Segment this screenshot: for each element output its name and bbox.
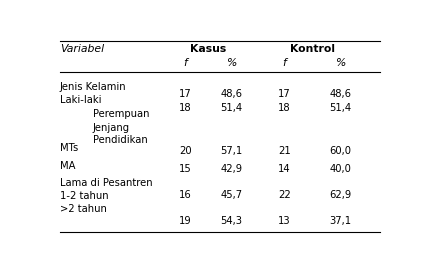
Text: 19: 19 bbox=[179, 215, 192, 226]
Text: %: % bbox=[226, 58, 237, 68]
Text: >2 tahun: >2 tahun bbox=[60, 204, 107, 214]
Text: 18: 18 bbox=[278, 103, 291, 113]
Text: 62,9: 62,9 bbox=[329, 190, 351, 200]
Text: Variabel: Variabel bbox=[60, 44, 104, 54]
Text: 45,7: 45,7 bbox=[221, 190, 242, 200]
Text: 51,4: 51,4 bbox=[329, 103, 351, 113]
Text: Lama di Pesantren
1-2 tahun: Lama di Pesantren 1-2 tahun bbox=[60, 178, 153, 201]
Text: 20: 20 bbox=[179, 146, 192, 156]
Text: Kasus: Kasus bbox=[190, 44, 227, 54]
Text: 37,1: 37,1 bbox=[329, 215, 351, 226]
Text: 18: 18 bbox=[179, 103, 192, 113]
Text: 51,4: 51,4 bbox=[221, 103, 242, 113]
Text: %: % bbox=[335, 58, 345, 68]
Text: 54,3: 54,3 bbox=[221, 215, 242, 226]
Text: 17: 17 bbox=[278, 89, 291, 99]
Text: 40,0: 40,0 bbox=[330, 164, 351, 174]
Text: 17: 17 bbox=[179, 89, 192, 99]
Text: f: f bbox=[183, 58, 187, 68]
Text: Jenjang
Pendidikan: Jenjang Pendidikan bbox=[93, 123, 148, 145]
Text: 16: 16 bbox=[179, 190, 192, 200]
Text: f: f bbox=[282, 58, 286, 68]
Text: 15: 15 bbox=[179, 164, 192, 174]
Text: 48,6: 48,6 bbox=[221, 89, 242, 99]
Text: 48,6: 48,6 bbox=[329, 89, 351, 99]
Text: MTs: MTs bbox=[60, 143, 78, 153]
Text: 22: 22 bbox=[278, 190, 291, 200]
Text: MA: MA bbox=[60, 161, 75, 171]
Text: Laki-laki: Laki-laki bbox=[60, 95, 101, 105]
Text: 60,0: 60,0 bbox=[329, 146, 351, 156]
Text: 14: 14 bbox=[278, 164, 291, 174]
Text: Perempuan: Perempuan bbox=[93, 109, 150, 119]
Text: 21: 21 bbox=[278, 146, 291, 156]
Text: 57,1: 57,1 bbox=[220, 146, 243, 156]
Text: 13: 13 bbox=[278, 215, 291, 226]
Text: 42,9: 42,9 bbox=[221, 164, 242, 174]
Text: Kontrol: Kontrol bbox=[290, 44, 335, 54]
Text: Jenis Kelamin: Jenis Kelamin bbox=[60, 82, 127, 92]
